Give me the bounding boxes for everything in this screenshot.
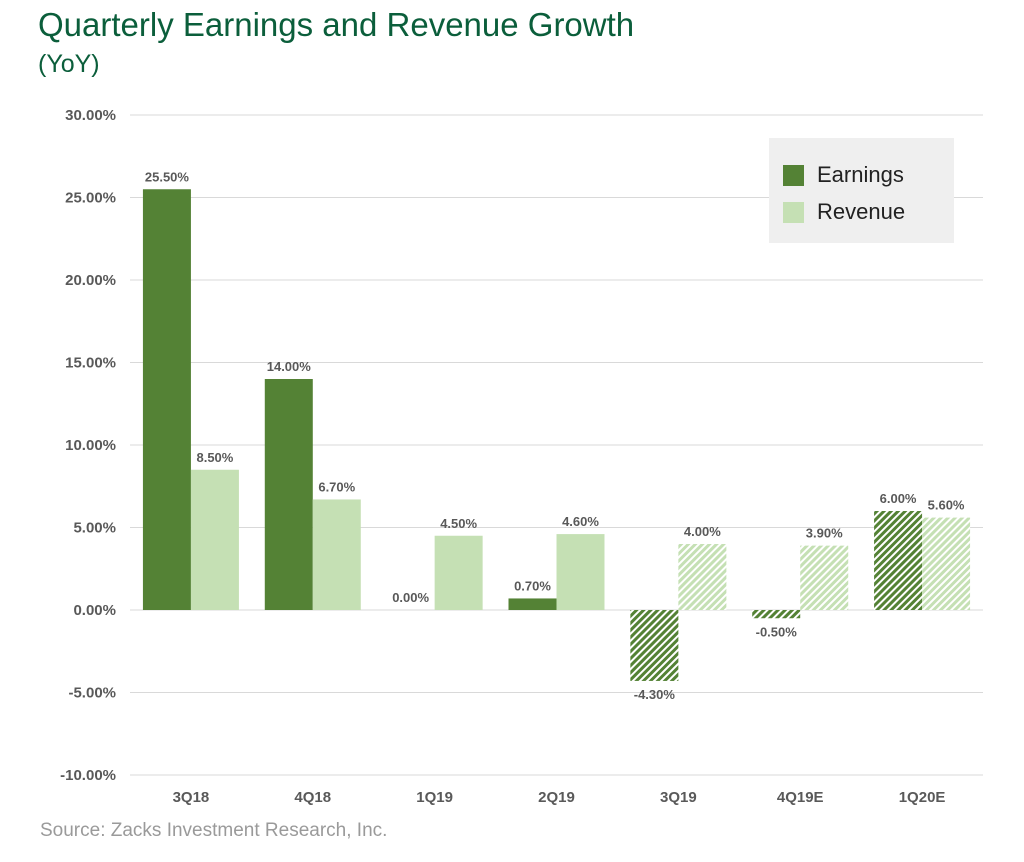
earnings-label-4q18: 14.00% bbox=[267, 359, 312, 374]
revenue-bar-1q19 bbox=[434, 535, 483, 610]
data-labels: 25.50% 8.50% 14.00% 6.70% 0.00% 4.50% 0.70% 4.6… bbox=[145, 169, 965, 702]
y-tick-label: 25.00% bbox=[65, 190, 116, 207]
revenue-label-4q18: 6.70% bbox=[318, 479, 355, 494]
earnings-swatch bbox=[783, 164, 804, 186]
y-tick-label: 0.00% bbox=[73, 602, 116, 619]
y-axis-ticks: 30.00% 25.00% 20.00% 15.00% 10.00% 5.00% 0.00%… bbox=[60, 107, 116, 784]
revenue-label-3q18: 8.50% bbox=[196, 450, 233, 465]
earnings-label-1q19: 0.00% bbox=[392, 590, 429, 605]
earnings-label-1q20e: 6.00% bbox=[880, 491, 917, 506]
revenue-bar-2q19 bbox=[556, 534, 605, 610]
x-tick-label: 2Q19 bbox=[538, 789, 575, 806]
source-note: Source: Zacks Investment Research, Inc. bbox=[40, 820, 388, 841]
legend-item-revenue: Revenue bbox=[783, 199, 905, 225]
revenue-label-1q20e: 5.60% bbox=[928, 498, 965, 513]
earnings-bar-2q19 bbox=[508, 598, 557, 610]
y-tick-label: -10.00% bbox=[60, 767, 116, 784]
revenue-bar-3q19 bbox=[678, 544, 727, 610]
earnings-bar-1q20e bbox=[874, 511, 923, 610]
legend-item-earnings: Earnings bbox=[783, 162, 904, 188]
earnings-bar-4q18 bbox=[264, 379, 313, 610]
earnings-bar-3q18 bbox=[142, 189, 191, 610]
legend-label-earnings: Earnings bbox=[817, 162, 904, 187]
revenue-label-1q19: 4.50% bbox=[440, 516, 477, 531]
revenue-bar-4q18 bbox=[312, 499, 361, 610]
revenue-swatch bbox=[783, 201, 804, 223]
y-tick-label: -5.00% bbox=[68, 685, 116, 702]
x-tick-label: 3Q19 bbox=[660, 789, 697, 806]
revenue-label-2q19: 4.60% bbox=[562, 514, 599, 529]
y-tick-label: 5.00% bbox=[73, 520, 116, 537]
revenue-bar-4q19e bbox=[800, 545, 849, 610]
y-tick-label: 20.00% bbox=[65, 272, 116, 289]
revenue-bar-1q20e bbox=[922, 517, 971, 610]
x-axis-ticks: 3Q18 4Q18 1Q19 2Q19 3Q19 4Q19E 1Q20E bbox=[173, 789, 946, 806]
earnings-bar-3q19 bbox=[630, 610, 679, 681]
bars bbox=[142, 189, 971, 681]
chart-subtitle: (YoY) bbox=[38, 50, 100, 78]
earnings-label-3q19: -4.30% bbox=[634, 687, 676, 702]
revenue-label-3q19: 4.00% bbox=[684, 524, 721, 539]
earnings-bar-4q19e bbox=[752, 610, 801, 619]
earnings-label-2q19: 0.70% bbox=[514, 578, 551, 593]
x-tick-label: 1Q20E bbox=[899, 789, 946, 806]
x-tick-label: 3Q18 bbox=[173, 789, 210, 806]
y-tick-label: 10.00% bbox=[65, 437, 116, 454]
chart-title: Quarterly Earnings and Revenue Growth bbox=[38, 6, 635, 43]
earnings-label-4q19e: -0.50% bbox=[756, 624, 798, 639]
revenue-bar-3q18 bbox=[190, 469, 239, 610]
x-tick-label: 4Q19E bbox=[777, 789, 824, 806]
y-tick-label: 30.00% bbox=[65, 107, 116, 124]
x-tick-label: 1Q19 bbox=[416, 789, 453, 806]
legend: Earnings Revenue bbox=[769, 138, 954, 243]
x-tick-label: 4Q18 bbox=[294, 789, 331, 806]
y-tick-label: 15.00% bbox=[65, 355, 116, 372]
earnings-label-3q18: 25.50% bbox=[145, 169, 190, 184]
legend-label-revenue: Revenue bbox=[817, 199, 906, 224]
revenue-label-4q19e: 3.90% bbox=[806, 526, 843, 541]
